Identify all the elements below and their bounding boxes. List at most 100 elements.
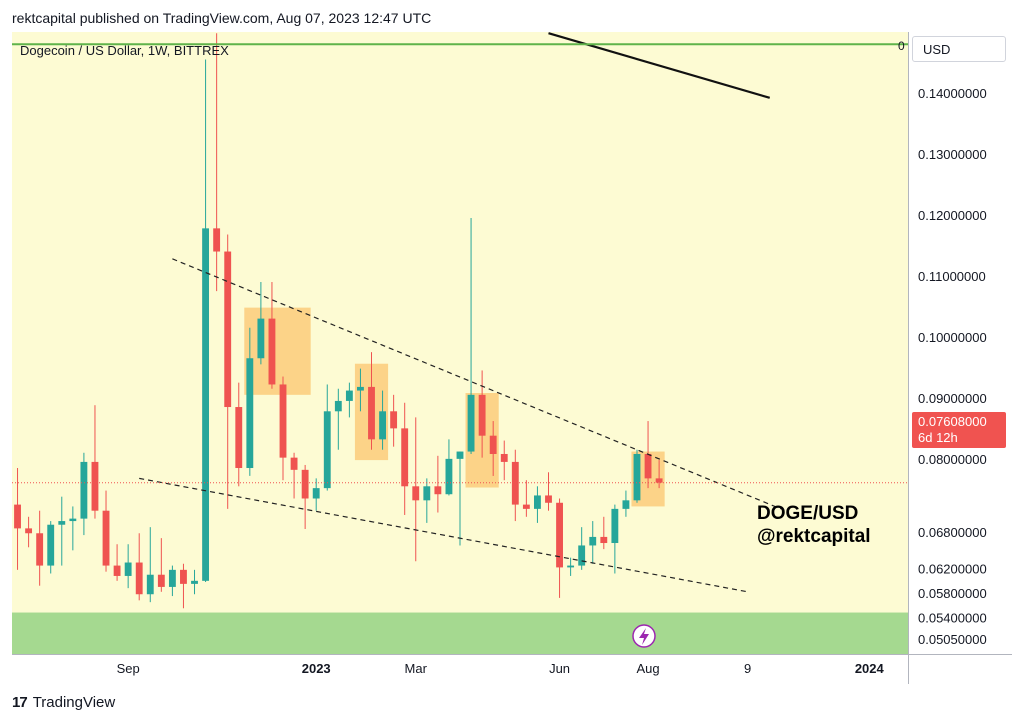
price-tick-label: 0.05400000 [918, 610, 987, 625]
candle-body [235, 407, 243, 469]
bar-countdown: 6d 12h [918, 430, 958, 445]
candle-body [401, 428, 409, 487]
candle-body [345, 390, 353, 401]
candle-body [91, 461, 99, 511]
tradingview-logo-icon: 17 [12, 694, 28, 711]
price-tick-label: 0.14000000 [918, 86, 987, 101]
candle-body [445, 458, 453, 495]
highlight-box [244, 307, 311, 395]
top-line-label: 0 [898, 39, 905, 53]
candle-body [312, 488, 320, 499]
candle-body [257, 318, 265, 359]
candle-body [545, 495, 552, 503]
candle-body [489, 435, 497, 454]
candle-body [202, 228, 210, 581]
candle-body [213, 228, 221, 252]
candle-body [467, 394, 475, 452]
candle-body [102, 510, 110, 566]
candle-body [368, 386, 375, 440]
plot-background [12, 32, 908, 654]
candle-body [578, 545, 586, 566]
candle-body [279, 384, 287, 458]
annotation-pair: DOGE/USD [757, 503, 858, 524]
tradingview-brand: TradingView [32, 694, 116, 711]
candle-body [511, 461, 519, 505]
time-tick-label: Aug [636, 661, 659, 676]
candle-body [36, 533, 44, 566]
publish-header: rektcapital published on TradingView.com… [12, 10, 432, 26]
candle-body [246, 358, 254, 469]
candle-body [600, 536, 608, 544]
candle-body [80, 461, 88, 519]
candle-body [622, 500, 630, 509]
price-tick-label: 0.06800000 [918, 525, 987, 540]
price-tick-label: 0.11000000 [918, 269, 986, 284]
current-price-tag: 0.07608000 6d 12h [912, 412, 1006, 448]
candle-body [655, 478, 663, 483]
candle-body [47, 524, 55, 566]
candle-body [58, 521, 66, 525]
candle-body [168, 569, 176, 587]
candle-body [14, 504, 21, 529]
candle-body [124, 562, 132, 576]
price-tick-label: 0.10000000 [918, 330, 987, 345]
candle-body [500, 453, 508, 462]
candle-body [268, 318, 276, 385]
price-tick-label: 0.08000000 [918, 452, 987, 467]
candle-body [301, 469, 309, 499]
time-tick-label: Sep [117, 661, 140, 676]
candle-body [522, 504, 530, 509]
candle-body [323, 411, 331, 489]
candle-body [434, 486, 442, 495]
time-tick-label: Jun [549, 661, 570, 676]
lightning-icon[interactable] [632, 624, 656, 648]
tradingview-footer[interactable]: 17 TradingView [12, 694, 115, 711]
time-tick-label: Mar [405, 661, 428, 676]
candle-body [357, 386, 364, 391]
candle-body [390, 411, 398, 429]
price-axis[interactable]: 0.14000000 0.13000000 0.12000000 0.11000000… [918, 86, 987, 647]
time-tick-label: 2023 [302, 661, 331, 676]
candle-body [180, 569, 187, 584]
candle-body [191, 580, 198, 584]
candle-body [157, 574, 165, 587]
current-price-value: 0.07608000 [918, 414, 987, 429]
price-tick-label: 0.12000000 [918, 208, 987, 223]
candle-body [25, 528, 33, 534]
candle-body [644, 453, 652, 479]
lower-trendline [139, 477, 748, 593]
price-tick-label: 0.05050000 [918, 632, 987, 647]
candle-body [633, 453, 641, 501]
candle-body [290, 457, 298, 470]
candle-body [135, 562, 143, 595]
time-tick-label: 9 [744, 661, 751, 676]
time-axis[interactable]: Sep 2023 Mar Jun Aug 9 2024 [117, 661, 885, 676]
candle-body [556, 502, 563, 568]
time-tick-label: 2024 [855, 661, 885, 676]
candle-body [423, 486, 431, 501]
candle-body [224, 251, 232, 408]
candle-body [412, 486, 420, 501]
candle-body [69, 518, 77, 522]
currency-button[interactable]: USD [912, 36, 1006, 62]
candles [14, 33, 663, 609]
price-tick-label: 0.05800000 [918, 586, 987, 601]
candle-body [379, 411, 386, 440]
candle-body [589, 536, 597, 546]
candle-body [534, 495, 541, 509]
price-tick-label: 0.09000000 [918, 391, 987, 406]
support-zone [12, 612, 908, 654]
price-tick-label: 0.13000000 [918, 147, 987, 162]
candle-body [611, 508, 619, 544]
annotation-author: @rektcapital [757, 526, 871, 547]
candle-body [146, 574, 154, 595]
candle-body [334, 400, 342, 412]
candle-body [567, 565, 575, 568]
candle-body [113, 565, 121, 576]
chart-title: Dogecoin / US Dollar, 1W, BITTREX [20, 43, 229, 58]
price-tick-label: 0.06200000 [918, 562, 987, 577]
candle-body [456, 451, 464, 459]
upper-trendline [172, 258, 782, 510]
candle-body [478, 394, 486, 436]
